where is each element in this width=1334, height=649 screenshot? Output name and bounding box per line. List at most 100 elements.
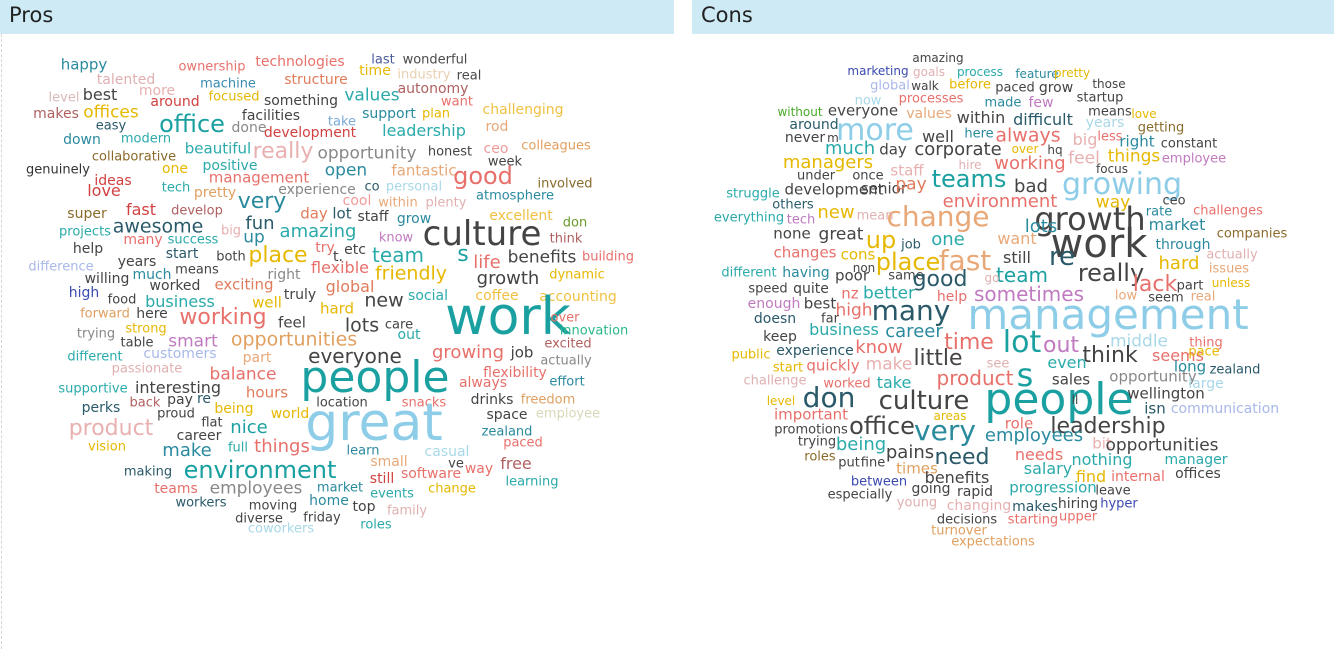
pros-word: home [309, 493, 349, 509]
pros-word: workers [175, 495, 227, 511]
pros-word: values [344, 85, 400, 106]
pros-word: ideas [94, 173, 132, 189]
cons-word: within [956, 108, 1006, 127]
cons-word: fine [860, 455, 886, 471]
cons-word: non [852, 261, 876, 275]
pros-word: much [132, 267, 172, 283]
cons-word: upper [1058, 509, 1098, 525]
pros-word: structure [284, 72, 348, 88]
pros-word: employees [209, 478, 303, 499]
pros-word: being [214, 401, 254, 417]
pros-word: something [263, 93, 339, 109]
panel-divider [1, 34, 2, 649]
pros-word: support [362, 106, 416, 122]
cons-word: teams [931, 165, 1007, 193]
cons-word: m [827, 131, 839, 145]
pros-word: fun [245, 213, 275, 234]
cons-word: startup [1076, 90, 1124, 106]
pros-word: care [384, 317, 414, 333]
cons-word: values [906, 106, 952, 122]
cons-word: ceo [1162, 193, 1186, 209]
cons-word: up [865, 226, 897, 254]
cons-word: big [1072, 130, 1098, 149]
cons-word: environment [942, 191, 1058, 212]
cons-word: now [854, 93, 882, 109]
cons-word: paced [995, 80, 1035, 96]
pros-word: pretty [193, 185, 237, 201]
pros-word: awesome [112, 215, 204, 238]
cons-word: promotions [774, 422, 848, 438]
cons-word: fast [938, 244, 992, 277]
pros-word: etc [344, 242, 366, 258]
pros-word: learning [505, 474, 559, 490]
pros-word: social [408, 288, 448, 304]
pros-word: wonderful [402, 52, 468, 68]
pros-word: smart [168, 331, 218, 352]
cons-word: lot [1002, 325, 1042, 360]
cons-word: quite [793, 281, 829, 297]
cons-word: pains [885, 442, 935, 463]
cons-word: mean [856, 208, 894, 224]
cons-word: speed [748, 281, 788, 297]
cons-word: makes [1012, 499, 1058, 515]
pros-word: lots [344, 314, 380, 337]
pros-word: modern [120, 131, 172, 147]
cons-word: real [1190, 289, 1216, 305]
pros-word: genuinely [26, 162, 90, 178]
cons-word: opportunity [1109, 367, 1197, 386]
pros-word: know [378, 230, 414, 246]
pros-word: great [305, 393, 443, 453]
pros-word: software [400, 466, 462, 482]
cons-word: sometimes [973, 282, 1085, 306]
cons-word: high [835, 300, 873, 321]
cons-word: same [888, 268, 924, 284]
cons-word: things [1107, 146, 1161, 167]
cons-word: don [802, 381, 856, 414]
cons-word: quickly [806, 356, 860, 375]
cons-word: enough [747, 296, 801, 312]
cons-word: change [886, 200, 990, 233]
cons-word: being [835, 434, 887, 455]
pros-title: Pros [9, 3, 54, 27]
cons-word: without [777, 105, 823, 119]
cons-word: worked [823, 376, 871, 392]
pros-word: food [107, 292, 137, 308]
pros-word: opportunity [317, 143, 417, 164]
cons-word: see [986, 356, 1010, 372]
cons-word: progression [1009, 478, 1097, 497]
pros-word: amazing [279, 221, 357, 242]
cons-word: global [870, 78, 910, 94]
pros-word: love [87, 181, 121, 200]
cons-word: never [784, 130, 826, 146]
cons-word: start [772, 360, 804, 376]
cons-word: opportunities [1105, 435, 1219, 456]
cons-word: times [896, 459, 938, 478]
cons-word: level [766, 394, 796, 408]
cons-word: make [865, 354, 913, 375]
cons-word: amazing [912, 51, 964, 65]
pros-panel: Pros happy talented ownership technologies l… [0, 0, 674, 649]
cons-word: low [1114, 288, 1138, 304]
pros-word: different [67, 349, 123, 365]
cons-word: sales [1051, 370, 1091, 389]
pros-word: think [549, 231, 583, 247]
pros-word: space [486, 407, 528, 423]
cons-word: needs [1014, 445, 1064, 464]
pros-word: new [364, 289, 404, 312]
cons-word: constant [1160, 136, 1218, 152]
cons-word: public [731, 347, 771, 363]
cons-word: zealand [1209, 362, 1261, 378]
pros-word: t. [333, 249, 343, 265]
cons-word: hq [1047, 143, 1063, 157]
pros-word: part [242, 350, 272, 366]
cons-word: lack [1132, 272, 1178, 297]
cons-word: everyone [827, 101, 899, 120]
cons-word: product [936, 366, 1014, 390]
cons-word: leave [1095, 483, 1131, 499]
pros-word: well [252, 293, 282, 312]
cons-word: through [1155, 237, 1211, 253]
pros-word: start [165, 246, 199, 262]
pros-word: teams [154, 481, 198, 497]
cons-word: part [1176, 278, 1204, 294]
cons-word: challenges [1193, 203, 1263, 219]
